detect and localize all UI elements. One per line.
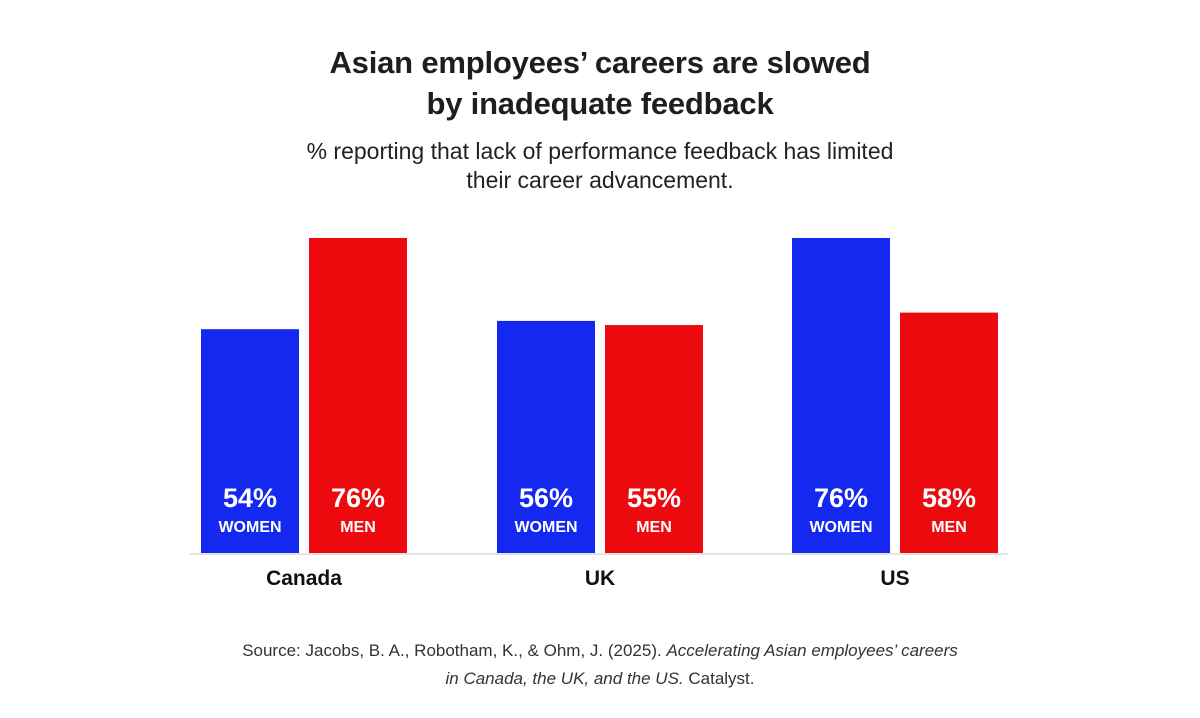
value-label-canada-women: 54% — [223, 483, 277, 513]
value-label-uk-men: 55% — [627, 483, 681, 513]
chart-subtitle: % reporting that lack of performance fee… — [0, 137, 1200, 195]
series-label-canada-women: WOMEN — [218, 519, 281, 536]
series-label-uk-women: WOMEN — [514, 519, 577, 536]
source-citation: Source: Jacobs, B. A., Robotham, K., & O… — [0, 637, 1200, 693]
series-label-canada-men: MEN — [340, 519, 376, 536]
bar-us-women — [792, 238, 890, 553]
value-label-us-men: 58% — [922, 483, 976, 513]
bar-uk-women — [497, 320, 595, 553]
source-title-part-1: Accelerating Asian employees’ careers — [666, 641, 958, 660]
value-label-us-women: 76% — [814, 483, 868, 513]
bar-canada-women — [201, 329, 299, 553]
chart-title-line-2: by inadequate feedback — [426, 86, 774, 121]
series-label-uk-men: MEN — [636, 519, 672, 536]
value-label-uk-women: 56% — [519, 483, 573, 513]
chart-title: Asian employees’ careers are slowed by i… — [0, 42, 1200, 124]
category-label-canada: Canada — [266, 567, 342, 590]
series-label-us-men: MEN — [931, 519, 967, 536]
category-label-us: US — [880, 567, 909, 590]
bar-uk-men — [605, 325, 703, 553]
value-label-canada-men: 76% — [331, 483, 385, 513]
source-suffix: Catalyst. — [683, 669, 755, 688]
source-prefix: Source: Jacobs, B. A., Robotham, K., & O… — [242, 641, 667, 660]
category-label-uk: UK — [585, 567, 615, 590]
series-label-us-women: WOMEN — [809, 519, 872, 536]
chart-subtitle-line-1: % reporting that lack of performance fee… — [306, 138, 894, 164]
source-line-2: in Canada, the UK, and the US. Catalyst. — [0, 665, 1200, 693]
bar-canada-men — [309, 238, 407, 553]
bar-us-men — [900, 312, 998, 553]
source-line-1: Source: Jacobs, B. A., Robotham, K., & O… — [0, 637, 1200, 665]
chart-subtitle-line-2: their career advancement. — [466, 167, 734, 193]
chart-title-line-1: Asian employees’ careers are slowed — [329, 45, 871, 80]
source-title-part-2: in Canada, the UK, and the US. — [445, 669, 684, 688]
